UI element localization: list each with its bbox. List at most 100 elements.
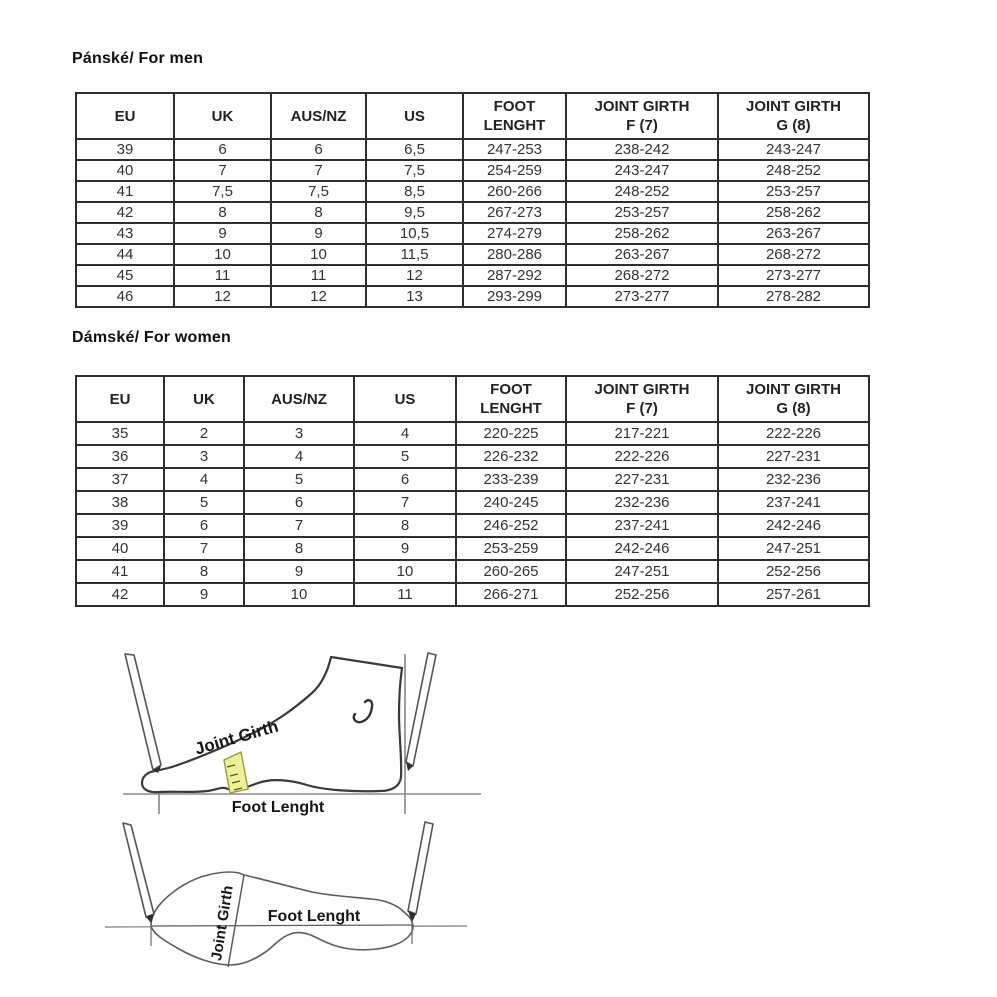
table-cell: 242-246 <box>565 536 719 561</box>
men-size-table: EU UK AUS/NZ US FOOT LENGHT JOINT GIRTH … <box>75 92 870 308</box>
table-cell: 6 <box>270 138 367 161</box>
table-cell: 258-262 <box>717 201 870 224</box>
men-table-header: EU UK AUS/NZ US FOOT LENGHT JOINT GIRTH … <box>75 92 870 140</box>
women-table-header: EU UK AUS/NZ US FOOT LENGHT JOINT GIRTH … <box>75 375 870 423</box>
table-cell: 36 <box>75 444 165 469</box>
table-cell: 238-242 <box>565 138 719 161</box>
table-row: 41 7,5 7,5 8,5 260-266 248-252 253-257 <box>75 180 870 203</box>
header-cell-ausnz: AUS/NZ <box>243 375 355 423</box>
table-row: 42 9 10 11 266-271 252-256 257-261 <box>75 582 870 607</box>
women-section-title: Dámské/ For women <box>72 329 232 346</box>
table-cell: 246-252 <box>455 513 567 538</box>
table-cell: 5 <box>163 490 245 515</box>
table-cell: 248-252 <box>565 180 719 203</box>
table-cell: 6,5 <box>365 138 464 161</box>
top-view-foot-diagram: Joint Girth Foot Lenght <box>104 821 468 968</box>
measuring-tape <box>223 750 249 794</box>
foot-length-label: Foot Lenght <box>232 799 325 816</box>
table-cell: 273-277 <box>565 285 719 308</box>
table-cell: 8 <box>353 513 457 538</box>
table-cell: 8 <box>270 201 367 224</box>
men-table-body: 39 6 6 6,5 247-253 238-242 243-247 40 7 7 7,5 254-2… <box>75 138 870 308</box>
table-cell: 41 <box>75 180 175 203</box>
pencil-icon <box>405 652 437 771</box>
table-cell: 5 <box>243 467 355 492</box>
men-section-title: Pánské/ For men <box>72 50 204 67</box>
table-cell: 252-256 <box>565 582 719 607</box>
foot-length-label: Foot Lenght <box>268 908 361 925</box>
foot-outline <box>140 655 404 794</box>
table-row: 42 8 8 9,5 267-273 253-257 258-262 <box>75 201 870 224</box>
header-cell-uk: UK <box>173 92 272 140</box>
table-cell: 42 <box>75 582 165 607</box>
table-row: 35 2 3 4 220-225 217-221 222-226 <box>75 421 870 446</box>
foot-length-line <box>150 924 414 927</box>
pencil-icon <box>124 653 162 773</box>
table-cell: 253-257 <box>565 201 719 224</box>
table-cell: 7 <box>270 159 367 182</box>
table-cell: 45 <box>75 264 175 287</box>
table-cell: 7 <box>173 159 272 182</box>
table-cell: 220-225 <box>455 421 567 446</box>
header-cell-joint-girth-g: JOINT GIRTH G (8) <box>717 375 870 423</box>
table-cell: 227-231 <box>565 467 719 492</box>
header-cell-foot-length: FOOT LENGHT <box>455 375 567 423</box>
table-cell: 268-272 <box>717 243 870 266</box>
table-cell: 258-262 <box>565 222 719 245</box>
table-row: 41 8 9 10 260-265 247-251 252-256 <box>75 559 870 584</box>
table-cell: 233-239 <box>455 467 567 492</box>
header-cell-foot-length: FOOT LENGHT <box>462 92 567 140</box>
table-cell: 10 <box>173 243 272 266</box>
table-cell: 40 <box>75 159 175 182</box>
table-cell: 11 <box>270 264 367 287</box>
table-cell: 263-267 <box>565 243 719 266</box>
table-cell: 6 <box>173 138 272 161</box>
pencil-icon <box>122 822 155 923</box>
table-cell: 39 <box>75 513 165 538</box>
table-cell: 9 <box>270 222 367 245</box>
table-cell: 10 <box>243 582 355 607</box>
table-cell: 37 <box>75 467 165 492</box>
table-cell: 11,5 <box>365 243 464 266</box>
table-cell: 12 <box>365 264 464 287</box>
header-cell-eu: EU <box>75 375 165 423</box>
table-cell: 12 <box>173 285 272 308</box>
table-cell: 2 <box>163 421 245 446</box>
table-cell: 35 <box>75 421 165 446</box>
table-cell: 232-236 <box>565 490 719 515</box>
table-cell: 217-221 <box>565 421 719 446</box>
table-cell: 6 <box>353 467 457 492</box>
table-cell: 40 <box>75 536 165 561</box>
table-cell: 13 <box>365 285 464 308</box>
header-cell-us: US <box>353 375 457 423</box>
table-cell: 280-286 <box>462 243 567 266</box>
table-cell: 227-231 <box>717 444 870 469</box>
side-view-foot-diagram: Joint Girth Foot Lenght <box>123 652 481 816</box>
table-cell: 253-259 <box>455 536 567 561</box>
table-cell: 11 <box>353 582 457 607</box>
table-cell: 3 <box>163 444 245 469</box>
header-cell-eu: EU <box>75 92 175 140</box>
table-cell: 8 <box>173 201 272 224</box>
table-cell: 266-271 <box>455 582 567 607</box>
table-cell: 9 <box>173 222 272 245</box>
header-cell-ausnz: AUS/NZ <box>270 92 367 140</box>
table-cell: 247-251 <box>565 559 719 584</box>
header-cell-joint-girth-f: JOINT GIRTH F (7) <box>565 375 719 423</box>
table-cell: 243-247 <box>717 138 870 161</box>
table-cell: 10,5 <box>365 222 464 245</box>
table-cell: 260-265 <box>455 559 567 584</box>
table-cell: 9 <box>243 559 355 584</box>
sole-outline <box>150 871 414 966</box>
header-cell-us: US <box>365 92 464 140</box>
table-cell: 38 <box>75 490 165 515</box>
table-row: 38 5 6 7 240-245 232-236 237-241 <box>75 490 870 515</box>
table-cell: 10 <box>270 243 367 266</box>
table-row: 36 3 4 5 226-232 222-226 227-231 <box>75 444 870 469</box>
table-cell: 7 <box>163 536 245 561</box>
pencil-icon <box>407 821 434 922</box>
table-cell: 293-299 <box>462 285 567 308</box>
table-cell: 3 <box>243 421 355 446</box>
table-cell: 11 <box>173 264 272 287</box>
